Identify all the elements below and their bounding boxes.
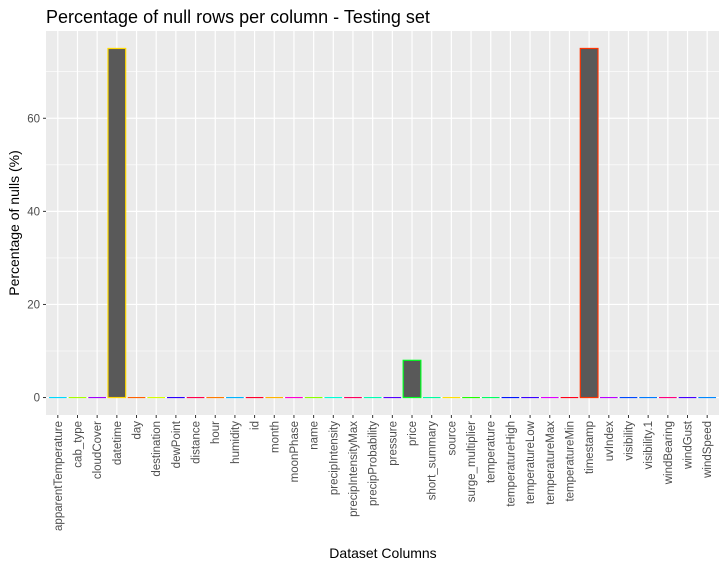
x-tick-label: visibility.1	[643, 421, 655, 469]
x-tick-label: moonPhase	[289, 421, 301, 482]
bar-timestamp	[579, 47, 599, 399]
x-tick-label: dewPoint	[171, 420, 183, 468]
x-tick-label: temperatureLow	[525, 420, 537, 504]
x-tick-label: temperatureMin	[564, 421, 576, 502]
x-tick-label: cab_type	[72, 421, 84, 468]
x-tick-label: destination	[151, 421, 163, 477]
x-tick-label: temperatureHigh	[505, 421, 517, 507]
x-tick-label: cloudCover	[92, 421, 104, 479]
y-tick-label: 20	[27, 299, 40, 311]
x-tick-label: precipIntensity	[328, 421, 340, 495]
y-tick-label: 40	[27, 206, 40, 218]
chart-title: Percentage of null rows per column - Tes…	[46, 7, 430, 27]
x-tick-label: temperature	[486, 421, 498, 483]
bar-datetime	[107, 47, 127, 399]
x-tick-label: humidity	[230, 421, 242, 464]
y-tick-label: 0	[34, 393, 40, 405]
x-tick-label: windGust	[683, 420, 695, 470]
x-tick-label: surge_multiplier	[466, 421, 478, 502]
x-tick-label: windSpeed	[702, 421, 714, 479]
x-tick-label: day	[132, 421, 144, 440]
x-tick-label: distance	[191, 421, 203, 464]
x-tick-label: source	[446, 421, 458, 456]
y-axis-title: Percentage of nulls (%)	[6, 150, 22, 296]
x-tick-label: temperatureMax	[545, 421, 557, 505]
bar-price	[402, 359, 422, 399]
x-tick-label: short_summary	[427, 421, 439, 500]
plot-panel: 0 20 40 60 apparentTemperature cab_type cloudC…	[27, 31, 719, 531]
x-tick-label: id	[250, 421, 262, 430]
x-tick-label: precipProbability	[368, 421, 380, 506]
x-axis-title: Dataset Columns	[329, 545, 436, 561]
x-tick-label: timestamp	[584, 421, 596, 474]
x-tick-label: name	[309, 421, 321, 450]
x-tick-label: precipIntensityMax	[348, 421, 360, 517]
x-tick-label: price	[407, 421, 419, 446]
x-tick-label: hour	[210, 421, 222, 444]
y-tick-label: 60	[27, 113, 40, 125]
x-tick-label: uvIndex	[604, 421, 616, 462]
plot-background	[46, 31, 719, 415]
x-tick-label: windBearing	[663, 421, 675, 485]
x-tick-label: apparentTemperature	[53, 421, 65, 531]
x-tick-label: datetime	[112, 421, 124, 465]
x-tick-label: month	[269, 421, 281, 453]
x-tick-label: pressure	[387, 421, 399, 466]
x-tick-label: visibility	[623, 421, 635, 461]
